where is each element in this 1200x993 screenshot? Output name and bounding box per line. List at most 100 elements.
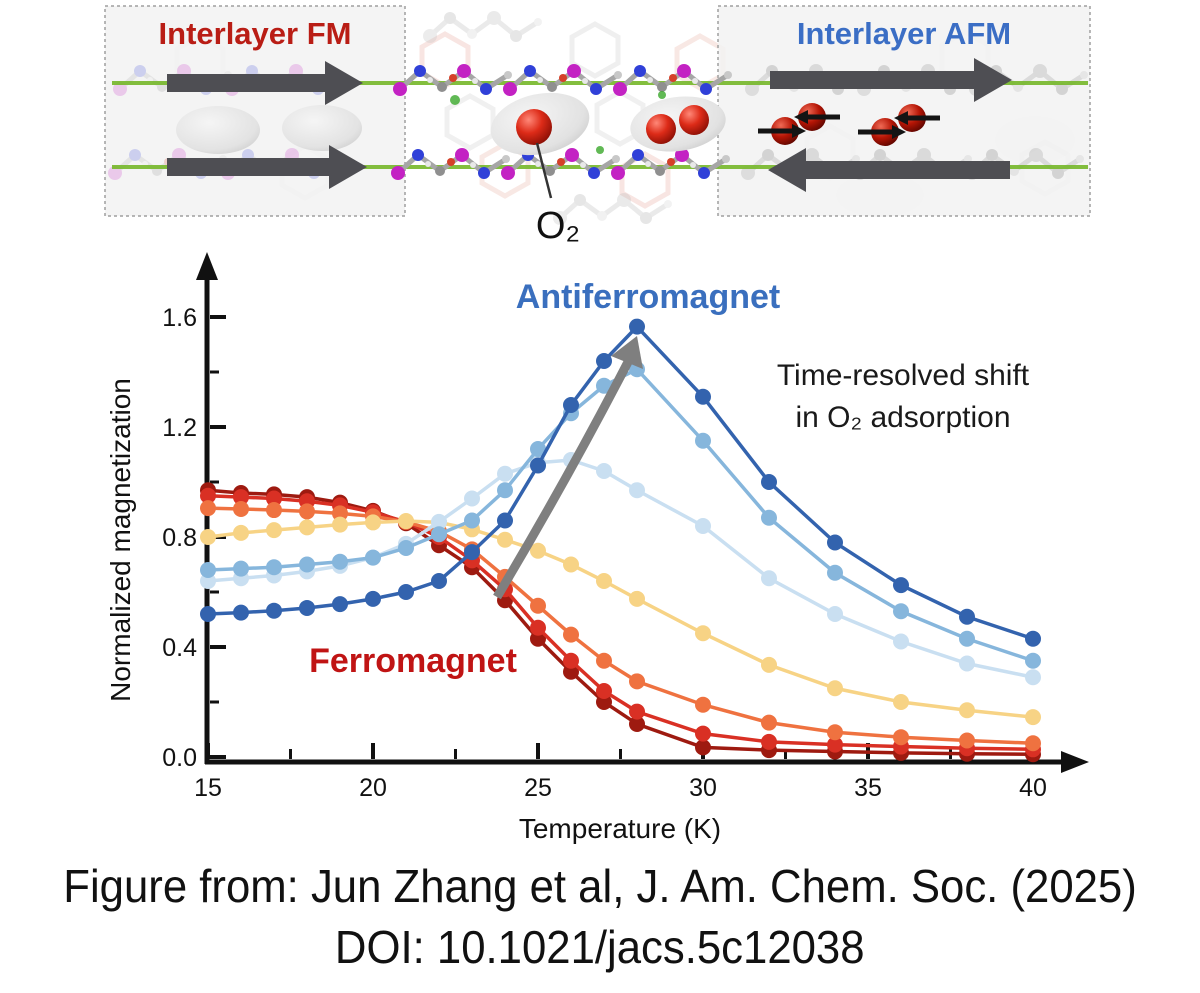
figure-caption: Figure from: Jun Zhang et al, J. Am. Che… [0, 856, 1200, 977]
y-axis-ticks: 0.0 0.4 0.8 1.2 1.6 [162, 304, 226, 772]
data-point [827, 564, 843, 581]
o2-sphere [516, 109, 552, 145]
afm-panel-title: Interlayer AFM [797, 16, 1011, 51]
data-point [1025, 652, 1041, 669]
data-point [266, 490, 282, 507]
data-point [827, 606, 843, 622]
data-point [893, 694, 909, 710]
o2-sphere [679, 105, 709, 135]
o2-label: O₂ [536, 205, 580, 247]
data-point [695, 518, 711, 534]
data-point [1025, 735, 1041, 752]
data-point [563, 556, 579, 573]
data-point [761, 733, 777, 750]
magnetization-chart: 15 20 25 30 35 40 0.0 0.4 0.8 1.2 1.6 Antiferroma… [105, 252, 1089, 844]
annotation-antiferromagnet: Antiferromagnet [516, 278, 780, 316]
data-point [563, 652, 579, 669]
data-point [497, 512, 513, 529]
data-point [827, 736, 843, 753]
caption-doi: DOI: 10.1021/jacs.5c12038 [335, 920, 865, 973]
data-point [365, 514, 381, 531]
data-point [200, 529, 216, 545]
data-point [266, 502, 282, 519]
data-point [959, 732, 975, 749]
data-point [200, 573, 216, 589]
data-point [959, 655, 975, 672]
afm-arrow-bottom [768, 148, 1010, 192]
data-point [233, 500, 249, 517]
top-illustration: Interlayer FM Interlayer AFM O₂ [104, 5, 1091, 247]
y-tick-label: 0.4 [162, 634, 197, 662]
data-point [827, 724, 843, 741]
data-point [464, 544, 480, 561]
series-medium_blue [200, 361, 1041, 669]
data-point [695, 388, 711, 405]
series-red [200, 487, 1041, 758]
data-point [299, 503, 315, 520]
x-tick-label: 35 [854, 774, 882, 802]
data-point [233, 560, 249, 577]
data-point [431, 573, 447, 589]
data-point [332, 505, 348, 522]
annotation-ferromagnet: Ferromagnet [309, 642, 517, 680]
data-point [695, 696, 711, 713]
data-point [398, 540, 414, 556]
data-point [629, 703, 645, 720]
data-point [530, 630, 546, 647]
x-axis-label: Temperature (K) [519, 813, 721, 844]
data-point [365, 549, 381, 566]
data-point [266, 559, 282, 576]
y-axis-label: Normalized magnetization [105, 378, 136, 702]
data-point [563, 397, 579, 413]
data-point [431, 513, 447, 530]
y-tick-label: 0.8 [162, 524, 197, 552]
data-point [497, 482, 513, 499]
data-point [530, 542, 546, 559]
series-deep_blue [200, 318, 1041, 647]
data-point [299, 556, 315, 573]
x-axis-arrowhead [1061, 751, 1089, 773]
time-shift-arrow [493, 336, 643, 600]
data-point [233, 604, 249, 621]
data-point [332, 553, 348, 570]
afm-spin-pairs [758, 103, 940, 146]
data-point [1025, 669, 1041, 686]
data-point [200, 562, 216, 578]
data-point [299, 599, 315, 616]
data-point [629, 318, 645, 335]
afm-arrow-top [770, 58, 1012, 102]
data-point [761, 714, 777, 731]
data-point [200, 487, 216, 504]
x-tick-label: 20 [359, 774, 387, 802]
data-point [563, 626, 579, 643]
data-point [893, 729, 909, 746]
data-point [332, 596, 348, 613]
data-point [893, 633, 909, 650]
data-point [893, 577, 909, 594]
data-point [596, 463, 612, 479]
data-point [464, 490, 480, 507]
magnetization-arrows [167, 58, 1012, 192]
y-tick-label: 0.0 [162, 744, 197, 772]
fm-arrow-top [167, 61, 363, 105]
data-point [563, 663, 579, 680]
data-point [398, 513, 414, 530]
data-point [761, 570, 777, 587]
data-point [398, 584, 414, 600]
o2-sphere [646, 114, 676, 144]
x-tick-label: 40 [1019, 774, 1047, 802]
data-point [464, 512, 480, 529]
data-point [761, 656, 777, 673]
data-point [200, 500, 216, 517]
data-point [596, 377, 612, 394]
y-tick-label: 1.2 [162, 414, 197, 442]
data-point [299, 519, 315, 536]
caption-source: Figure from: Jun Zhang et al, J. Am. Che… [63, 860, 1137, 912]
fm-arrow-bottom [167, 145, 367, 189]
data-point [827, 680, 843, 697]
x-tick-label: 30 [689, 774, 717, 802]
series-pale_yellow [200, 513, 1041, 726]
data-point [497, 531, 513, 548]
data-point [596, 573, 612, 589]
